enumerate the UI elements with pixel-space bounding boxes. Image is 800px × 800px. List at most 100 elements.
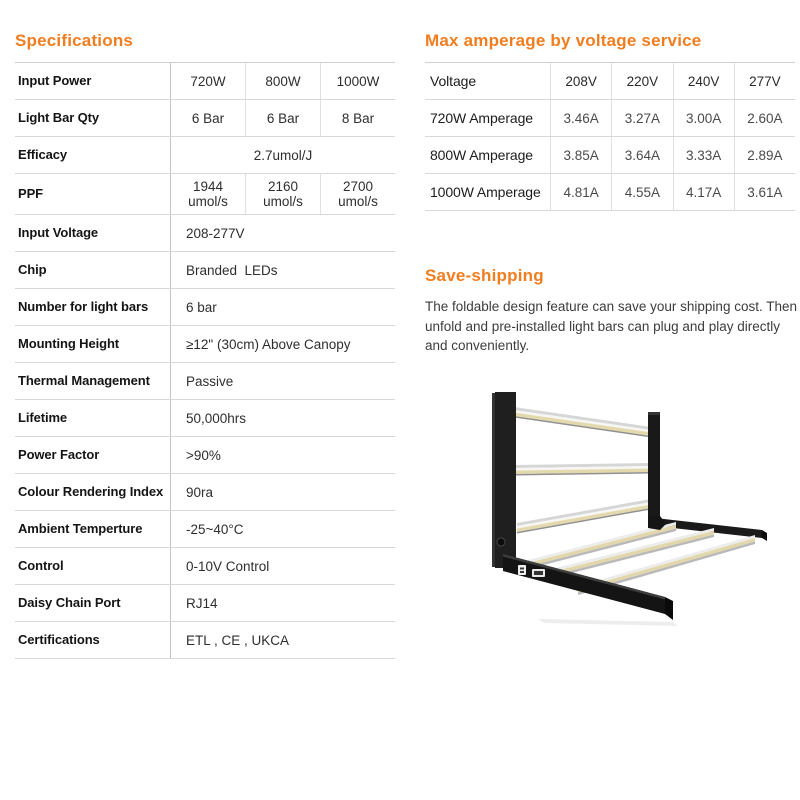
spec-label: Lifetime: [18, 410, 68, 425]
amperage-value: 3.85A: [550, 137, 611, 173]
spec-value: 90ra: [170, 474, 395, 510]
spec-value: 1944 umol/s: [170, 174, 245, 214]
spec-row: Colour Rendering Index 90ra: [15, 474, 395, 511]
ppf-value: 2700: [342, 179, 374, 194]
spec-value: 50,000hrs: [170, 400, 395, 436]
amperage-value: 4.81A: [550, 174, 611, 210]
specifications-section: Specifications Input Power 720W 800W 100…: [15, 31, 395, 659]
amperage-header-label: Voltage: [430, 73, 477, 89]
spec-value: 6 Bar: [170, 100, 245, 136]
cord-port: [496, 537, 506, 547]
spec-value: Branded LEDs: [170, 252, 395, 288]
specifications-table: Input Power 720W 800W 1000W Light Bar Qt…: [15, 62, 395, 659]
ppf-unit: umol/s: [263, 194, 303, 209]
amperage-value: 4.17A: [672, 174, 734, 210]
spec-value: 8 Bar: [320, 100, 395, 136]
spec-value: 208-277V: [170, 215, 395, 251]
spec-row: Ambient Temperture -25~40°C: [15, 511, 395, 548]
spec-label: Colour Rendering Index: [18, 484, 164, 499]
amperage-table: Voltage 208V 220V 240V 277V 720W Amperag…: [425, 62, 795, 211]
spec-value: ≥12" (30cm) Above Canopy: [170, 326, 395, 362]
spec-label: Input Voltage: [18, 225, 99, 240]
save-shipping-description: The foldable design feature can save you…: [425, 299, 797, 353]
spec-row-efficacy: Efficacy 2.7umol/J: [15, 137, 395, 174]
amperage-row-label: 1000W Amperage: [430, 184, 541, 200]
spec-label: Mounting Height: [18, 336, 120, 351]
ppf-value: 2160: [267, 179, 299, 194]
flat-light-bar: [578, 535, 755, 595]
voltage-column-header: 240V: [672, 63, 734, 99]
spec-label: Light Bar Qty: [18, 110, 100, 125]
amperage-value: 3.27A: [611, 100, 672, 136]
ppf-unit: umol/s: [338, 194, 378, 209]
spec-row: Control 0-10V Control: [15, 548, 395, 585]
save-shipping-section: Save-shipping The foldable design featur…: [425, 266, 800, 356]
spec-row: Lifetime 50,000hrs: [15, 400, 395, 437]
spec-value: 800W: [245, 63, 320, 99]
spec-label: Input Power: [18, 73, 92, 88]
spec-value: 1000W: [320, 63, 395, 99]
ppf-value: 1944: [192, 179, 224, 194]
flat-front-rail: [503, 554, 673, 620]
spec-row: Certifications ETL , CE , UKCA: [15, 622, 395, 659]
amperage-row-label: 720W Amperage: [430, 110, 533, 126]
spec-label: Thermal Management: [18, 373, 150, 388]
amperage-value: 3.64A: [611, 137, 672, 173]
amperage-row-800w: 800W Amperage 3.85A 3.64A 3.33A 2.89A: [425, 137, 795, 174]
amperage-value: 3.46A: [550, 100, 611, 136]
upright-light-bar: [517, 499, 651, 534]
spec-value: 720W: [170, 63, 245, 99]
spec-row: Power Factor >90%: [15, 437, 395, 474]
amperage-value: 3.33A: [672, 137, 734, 173]
fold-hinge: [648, 516, 666, 530]
foldable-light-illustration: [492, 392, 767, 626]
spec-value: >90%: [170, 437, 395, 473]
spec-row: Number for light bars 6 bar: [15, 289, 395, 326]
spec-row: Daisy Chain Port RJ14: [15, 585, 395, 622]
amperage-section: Max amperage by voltage service Voltage …: [425, 31, 795, 211]
spec-value: -25~40°C: [170, 511, 395, 547]
amperage-row-1000w: 1000W Amperage 4.81A 4.55A 4.17A 3.61A: [425, 174, 795, 211]
voltage-column-header: 208V: [550, 63, 611, 99]
specifications-title: Specifications: [15, 31, 134, 50]
spec-label: Daisy Chain Port: [18, 595, 121, 610]
spec-value: RJ14: [170, 585, 395, 621]
voltage-column-header: 277V: [733, 63, 795, 99]
spec-label: Certifications: [18, 632, 100, 647]
product-image: [448, 372, 800, 672]
flat-light-bar: [548, 528, 714, 579]
spec-row: Mounting Height ≥12" (30cm) Above Canopy: [15, 326, 395, 363]
spec-row: Thermal Management Passive: [15, 363, 395, 400]
spec-value: 2160 umol/s: [245, 174, 320, 214]
upright-right-rail: [648, 412, 666, 530]
amperage-value: 2.89A: [733, 137, 795, 173]
amperage-value: 3.00A: [672, 100, 734, 136]
spec-value: 2700 umol/s: [320, 174, 395, 214]
ground-shadow: [538, 619, 678, 626]
spec-label: Ambient Temperture: [18, 521, 143, 536]
amperage-value: 3.61A: [733, 174, 795, 210]
upright-light-bar: [515, 463, 651, 476]
upright-light-bar: [514, 407, 651, 438]
ppf-unit: umol/s: [188, 194, 228, 209]
amperage-row-720w: 720W Amperage 3.46A 3.27A 3.00A 2.60A: [425, 100, 795, 137]
amperage-header-row: Voltage 208V 220V 240V 277V: [425, 63, 795, 100]
spec-value: 2.7umol/J: [170, 137, 395, 173]
brand-label: [518, 565, 545, 577]
flat-far-rail: [655, 518, 767, 541]
spec-row-input-power: Input Power 720W 800W 1000W: [15, 63, 395, 100]
spec-value: 6 Bar: [245, 100, 320, 136]
spec-value: 6 bar: [170, 289, 395, 325]
spec-row-ppf: PPF 1944 umol/s 2160 umol/s 2700 umol/s: [15, 174, 395, 215]
spec-value: ETL , CE , UKCA: [170, 622, 395, 658]
spec-label: Control: [18, 558, 64, 573]
flat-light-bar: [528, 522, 676, 569]
amperage-value: 4.55A: [611, 174, 672, 210]
spec-row: Input Voltage 208-277V: [15, 215, 395, 252]
spec-row-light-bar-qty: Light Bar Qty 6 Bar 6 Bar 8 Bar: [15, 100, 395, 137]
spec-label: Power Factor: [18, 447, 100, 462]
spec-label: Chip: [18, 262, 47, 277]
voltage-column-header: 220V: [611, 63, 672, 99]
save-shipping-title: Save-shipping: [425, 266, 544, 285]
spec-label: PPF: [18, 186, 43, 201]
